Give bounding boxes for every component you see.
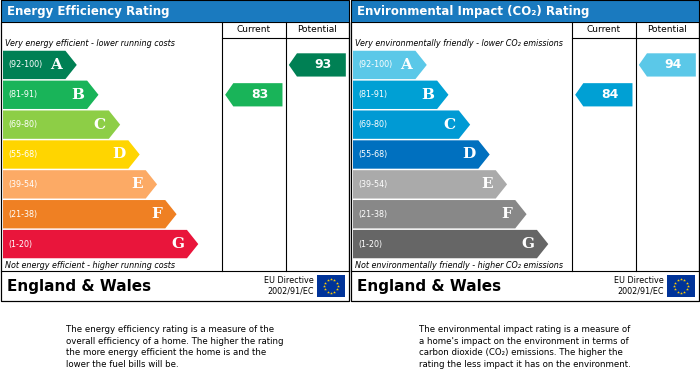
Text: (69-80): (69-80) xyxy=(8,120,37,129)
Polygon shape xyxy=(289,53,346,77)
Text: (81-91): (81-91) xyxy=(8,90,37,99)
Text: England & Wales: England & Wales xyxy=(357,278,501,294)
Polygon shape xyxy=(353,140,490,169)
Text: B: B xyxy=(421,88,434,102)
Text: Not energy efficient - higher running costs: Not energy efficient - higher running co… xyxy=(5,260,175,269)
Text: A: A xyxy=(400,58,412,72)
Polygon shape xyxy=(353,170,507,199)
Text: (55-68): (55-68) xyxy=(8,150,37,159)
Text: A: A xyxy=(50,58,62,72)
Bar xyxy=(317,275,345,297)
Text: G: G xyxy=(171,237,184,251)
Text: D: D xyxy=(462,147,475,161)
Text: (92-100): (92-100) xyxy=(8,61,42,70)
Polygon shape xyxy=(353,230,548,258)
Text: C: C xyxy=(444,118,456,132)
Bar xyxy=(351,0,699,301)
Text: F: F xyxy=(501,207,512,221)
Bar xyxy=(1,0,349,301)
Polygon shape xyxy=(3,200,176,228)
Text: Potential: Potential xyxy=(298,25,337,34)
Polygon shape xyxy=(3,140,140,169)
Text: G: G xyxy=(521,237,534,251)
Text: Energy Efficiency Rating: Energy Efficiency Rating xyxy=(7,5,169,18)
Polygon shape xyxy=(575,83,633,106)
Text: Not environmentally friendly - higher CO₂ emissions: Not environmentally friendly - higher CO… xyxy=(355,260,563,269)
Text: C: C xyxy=(94,118,106,132)
Text: EU Directive
2002/91/EC: EU Directive 2002/91/EC xyxy=(265,276,314,296)
Bar xyxy=(351,22,699,301)
Polygon shape xyxy=(3,51,77,79)
Polygon shape xyxy=(225,83,283,106)
Text: (21-38): (21-38) xyxy=(358,210,387,219)
Text: (81-91): (81-91) xyxy=(358,90,387,99)
Text: F: F xyxy=(151,207,162,221)
Text: (1-20): (1-20) xyxy=(358,240,382,249)
Polygon shape xyxy=(3,111,120,139)
Text: 84: 84 xyxy=(601,88,618,101)
Polygon shape xyxy=(639,53,696,77)
Text: The energy efficiency rating is a measure of the
overall efficiency of a home. T: The energy efficiency rating is a measur… xyxy=(66,325,284,369)
Bar xyxy=(1,22,349,301)
Polygon shape xyxy=(353,200,526,228)
Text: (92-100): (92-100) xyxy=(358,61,392,70)
Text: E: E xyxy=(481,178,493,191)
Text: (1-20): (1-20) xyxy=(8,240,32,249)
Text: Current: Current xyxy=(587,25,621,34)
Text: Very energy efficient - lower running costs: Very energy efficient - lower running co… xyxy=(5,39,175,48)
Bar xyxy=(667,275,695,297)
Text: 93: 93 xyxy=(314,58,332,72)
Bar xyxy=(1,0,349,22)
Text: (39-54): (39-54) xyxy=(358,180,387,189)
Text: EU Directive
2002/91/EC: EU Directive 2002/91/EC xyxy=(615,276,664,296)
Text: (21-38): (21-38) xyxy=(8,210,37,219)
Polygon shape xyxy=(3,170,157,199)
Text: D: D xyxy=(112,147,125,161)
Text: Current: Current xyxy=(237,25,271,34)
Polygon shape xyxy=(353,81,449,109)
Text: 94: 94 xyxy=(664,58,682,72)
Text: 83: 83 xyxy=(251,88,268,101)
Text: England & Wales: England & Wales xyxy=(7,278,151,294)
Polygon shape xyxy=(3,81,99,109)
Bar xyxy=(351,0,699,22)
Text: E: E xyxy=(131,178,143,191)
Text: (39-54): (39-54) xyxy=(8,180,37,189)
Text: The environmental impact rating is a measure of
a home's impact on the environme: The environmental impact rating is a mea… xyxy=(419,325,631,369)
Polygon shape xyxy=(3,230,198,258)
Text: B: B xyxy=(71,88,84,102)
Text: Potential: Potential xyxy=(648,25,687,34)
Polygon shape xyxy=(353,111,470,139)
Text: Very environmentally friendly - lower CO₂ emissions: Very environmentally friendly - lower CO… xyxy=(355,39,563,48)
Text: (69-80): (69-80) xyxy=(358,120,387,129)
Polygon shape xyxy=(353,51,427,79)
Text: Environmental Impact (CO₂) Rating: Environmental Impact (CO₂) Rating xyxy=(357,5,589,18)
Text: (55-68): (55-68) xyxy=(358,150,387,159)
